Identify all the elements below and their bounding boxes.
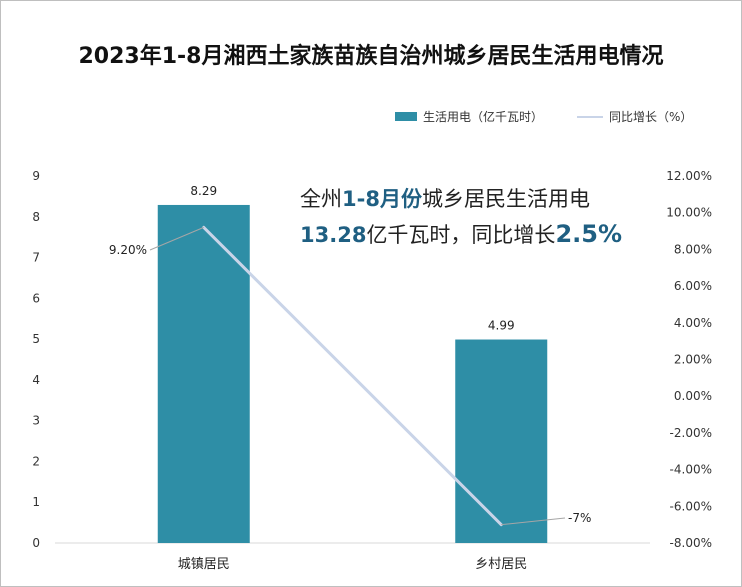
legend-line-swatch (577, 115, 604, 118)
chart-title: 2023年1-8月湘西土家族苗族自治州城乡居民生活用电情况 (78, 44, 664, 69)
x-tick-label: 城镇居民 (178, 557, 230, 572)
y-left-tick-label: 3 (32, 414, 40, 428)
annotation-growth: 2.5% (555, 220, 622, 248)
annotation-text-3: 亿千瓦时，同比增长 (366, 223, 556, 247)
y-right-tick-label: 0.00% (674, 389, 712, 403)
y-right-tick-label: -8.00% (670, 536, 712, 550)
growth-line (202, 225, 503, 527)
annotation-total: 13.28 (300, 223, 367, 247)
legend-bar-label: 生活用电（亿千瓦时） (423, 110, 544, 124)
annotation-text-1: 全州 (300, 187, 342, 211)
bar (157, 204, 250, 544)
y-left-tick-label: 4 (32, 373, 40, 387)
y-right-tick-label: 6.00% (674, 279, 712, 293)
y-right-tick-label: 2.00% (674, 353, 712, 367)
y-left-tick-label: 8 (32, 210, 40, 224)
y-right-tick-label: 12.00% (666, 169, 712, 183)
line-value-label: 9.20% (109, 243, 147, 257)
chart-legend: 生活用电（亿千瓦时） 同比增长（%） (395, 108, 692, 125)
summary-annotation: 全州1-8月份城乡居民生活用电 13.28亿千瓦时，同比增长2.5% (300, 182, 640, 253)
y-right-tick-label: -2.00% (670, 426, 712, 440)
legend-bar-swatch (395, 112, 417, 121)
y-left-tick-label: 6 (32, 291, 40, 305)
x-tick-label: 乡村居民 (475, 557, 527, 572)
legend-line-label: 同比增长（%） (609, 110, 693, 124)
y-right-tick-label: 4.00% (674, 316, 712, 330)
y-right-tick-label: -4.00% (670, 463, 712, 477)
y-left-tick-label: 5 (32, 332, 40, 346)
y-left-tick-label: 0 (32, 536, 40, 550)
annotation-period: 1-8月份 (342, 187, 422, 211)
y-right-tick-label: 10.00% (666, 206, 712, 220)
y-right-tick-label: -6.00% (670, 499, 712, 513)
y-left-tick-label: 2 (32, 454, 40, 468)
bar-value-label: 4.99 (488, 319, 515, 333)
bar (455, 339, 548, 543)
y-left-tick-label: 9 (32, 169, 40, 183)
leader-line (149, 226, 204, 251)
leader-line (501, 517, 566, 526)
y-right-tick-label: 8.00% (674, 242, 712, 256)
bar-value-label: 8.29 (190, 184, 217, 198)
annotation-text-2: 城乡居民生活用电 (421, 187, 590, 211)
y-left-tick-label: 1 (32, 495, 40, 509)
y-left-tick-label: 7 (32, 251, 40, 265)
line-value-label: -7% (568, 511, 591, 525)
